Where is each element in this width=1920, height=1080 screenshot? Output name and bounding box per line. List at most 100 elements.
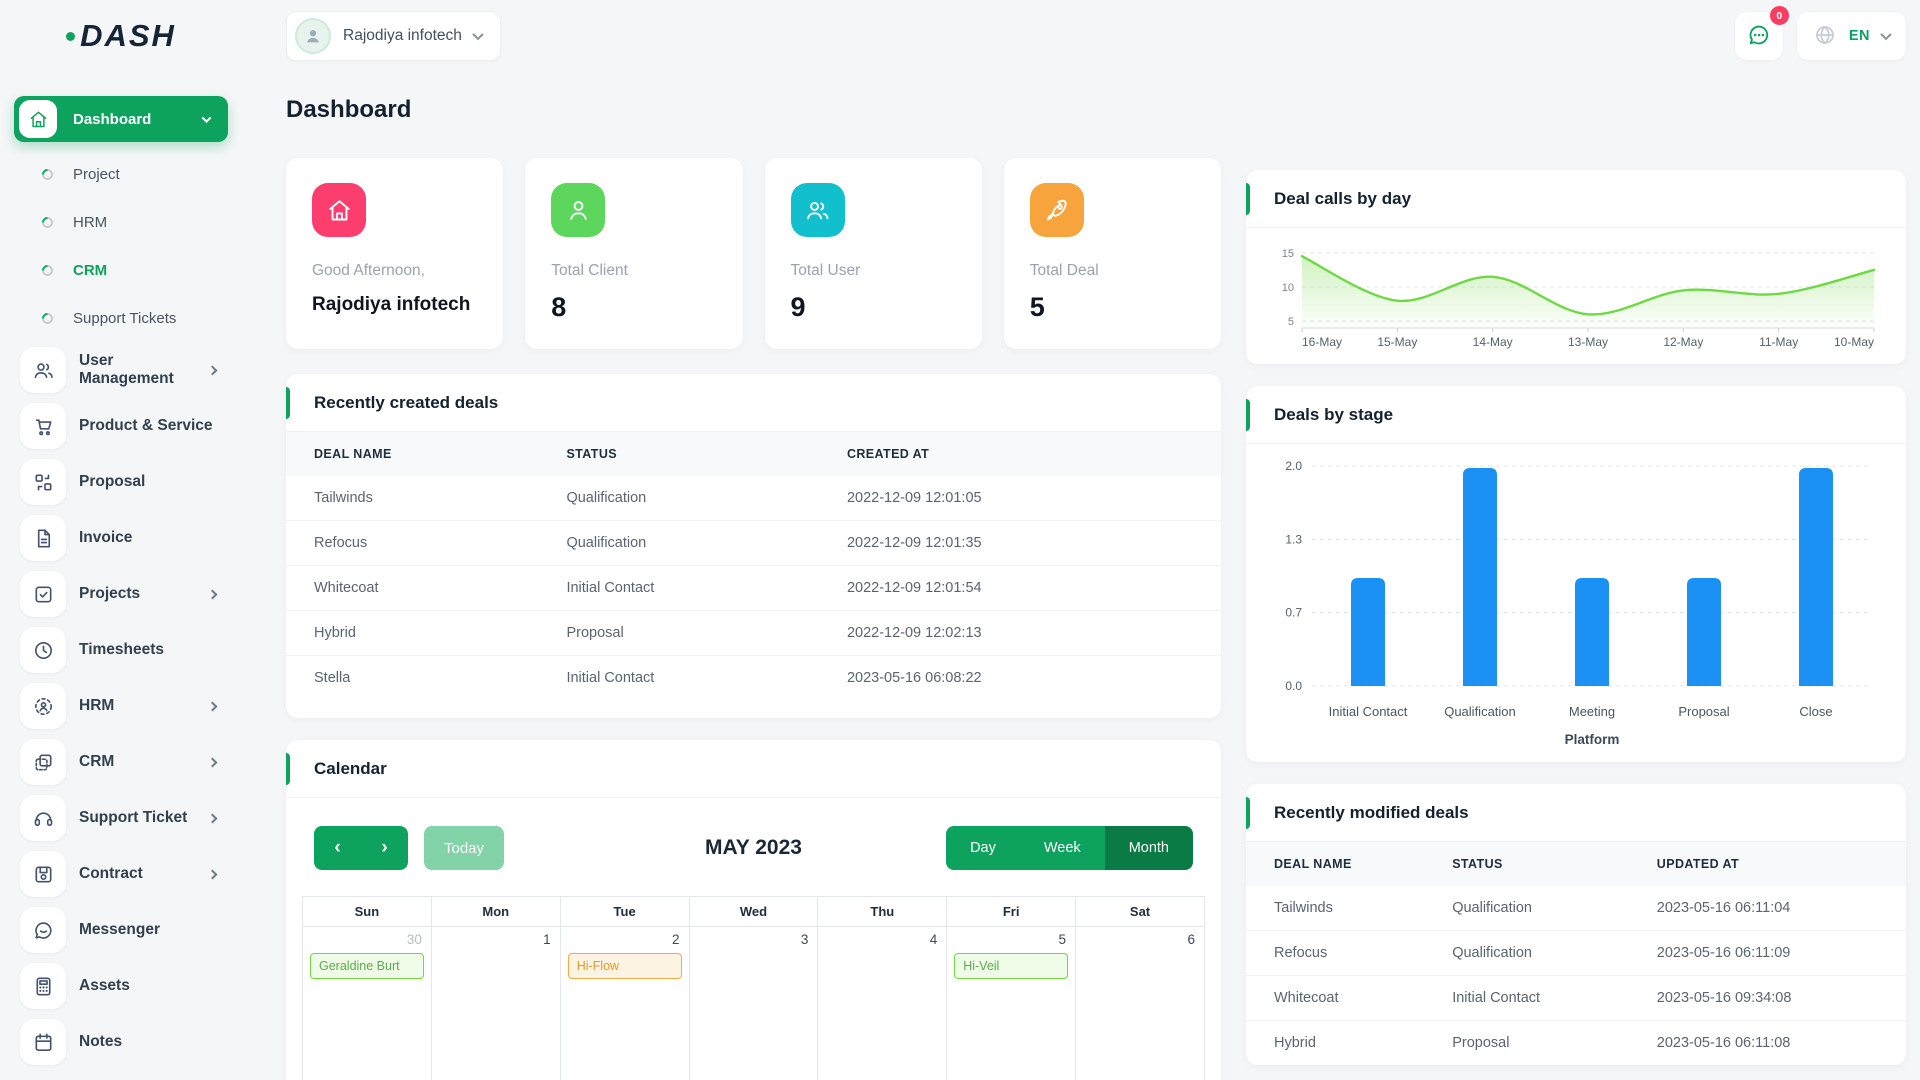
table-cell: Qualification bbox=[1424, 930, 1629, 976]
svg-text:12-May: 12-May bbox=[1663, 335, 1703, 349]
sidebar-subitem-hrm[interactable]: HRM bbox=[0, 198, 242, 246]
topbar-main: Rajodiya infotech 0 EN bbox=[242, 6, 1920, 61]
table-header-row: DEAL NAME STATUS UPDATED AT bbox=[1246, 842, 1906, 886]
svg-text:13-May: 13-May bbox=[1568, 335, 1608, 349]
calendar-icon bbox=[20, 1019, 66, 1065]
date-number: 2 bbox=[672, 932, 680, 947]
home-icon bbox=[312, 183, 366, 237]
sidebar-item-dashboard[interactable]: Dashboard bbox=[14, 96, 228, 142]
table-cell: Initial Contact bbox=[538, 655, 819, 700]
sidebar-item-user-management[interactable]: User Management bbox=[0, 342, 242, 398]
stat-card-total-client: Total Client 8 bbox=[525, 158, 743, 349]
sidebar-item-notes[interactable]: Notes bbox=[0, 1014, 242, 1070]
bullet-icon bbox=[39, 262, 56, 278]
calendar-day-cell[interactable]: 3 bbox=[688, 926, 819, 1080]
right-column: Deal calls by day 15 10 5 16-May 15-May 14-Ma… bbox=[1246, 158, 1906, 1080]
table-cell: 2023-05-16 06:11:08 bbox=[1628, 1020, 1906, 1065]
sidebar-item-label: Project bbox=[73, 165, 120, 183]
sidebar-item-label: User Management bbox=[79, 352, 174, 387]
stat-card-row: Good Afternoon, Rajodiya infotech Total Cl… bbox=[286, 158, 1221, 349]
calendar-day-cell[interactable]: 2 Hi-Flow bbox=[559, 926, 690, 1080]
section-title: Calendar bbox=[314, 758, 387, 778]
date-number: 4 bbox=[929, 932, 938, 947]
users-icon bbox=[790, 183, 845, 237]
calendar-view-week[interactable]: Week bbox=[1019, 826, 1105, 870]
calendar-day-cell[interactable]: 5 Hi-Veil bbox=[946, 926, 1077, 1080]
calendar-prev-button[interactable]: ‹ bbox=[314, 826, 361, 870]
sidebar-item-crm[interactable]: CRM bbox=[0, 734, 242, 790]
calendar-day-cell[interactable]: 30 Geraldine Burt bbox=[302, 926, 432, 1080]
sidebar-item-label: CRM bbox=[79, 753, 115, 770]
section-title: Recently created deals bbox=[314, 392, 499, 412]
calendar-view-day[interactable]: Day bbox=[946, 826, 1020, 870]
calendar-toolbar: ‹ › Today MAY 2023 Day Week Month bbox=[286, 798, 1221, 890]
calendar-day-cell[interactable]: 6 bbox=[1075, 926, 1205, 1080]
column-header: DEAL NAME bbox=[314, 447, 392, 461]
brand-logo[interactable]: DASH bbox=[66, 18, 176, 54]
table-cell: 2022-12-09 12:01:35 bbox=[818, 520, 1221, 566]
svg-text:0.0: 0.0 bbox=[1285, 679, 1302, 693]
logo-area: DASH bbox=[0, 18, 242, 54]
sidebar-item-label: Contract bbox=[79, 865, 143, 882]
bullet-icon bbox=[39, 310, 56, 326]
table-cell: Proposal bbox=[1424, 1020, 1629, 1065]
table-cell: Refocus bbox=[1246, 930, 1425, 976]
calendar-event-hi-veil[interactable]: Hi-Veil bbox=[954, 953, 1069, 979]
calendar-event-hi-flow[interactable]: Hi-Flow bbox=[567, 953, 682, 979]
card-header: Deal calls by day bbox=[1246, 170, 1906, 228]
sidebar-item-product-service[interactable]: Product & Service bbox=[0, 398, 242, 454]
sidebar-item-label: HRM bbox=[73, 213, 108, 231]
deal-calls-by-day-card: Deal calls by day 15 10 5 16-May 15-May 14-Ma… bbox=[1246, 170, 1906, 364]
table-cell: Qualification bbox=[1452, 900, 1532, 916]
calendar-day-cell[interactable]: 1 bbox=[430, 926, 561, 1080]
chevron-right-icon bbox=[207, 869, 218, 879]
calendar-today-button[interactable]: Today bbox=[424, 826, 505, 870]
sidebar-item-label: Messenger bbox=[79, 921, 160, 938]
chevron-right-icon bbox=[207, 365, 218, 375]
table-row: Whitecoat Initial Contact 2022-12-09 12:01… bbox=[286, 565, 1221, 611]
calendar-view-month[interactable]: Month bbox=[1104, 826, 1193, 870]
svg-text:2.0: 2.0 bbox=[1285, 459, 1302, 473]
chat-bubble-icon bbox=[1746, 22, 1772, 51]
language-selector[interactable]: EN bbox=[1796, 12, 1906, 60]
calendar-event-geraldine-burt[interactable]: Geraldine Burt bbox=[310, 953, 424, 979]
sidebar-subitem-project[interactable]: Project bbox=[0, 150, 242, 198]
svg-text:Initial Contact: Initial Contact bbox=[1329, 704, 1408, 719]
table-cell: Proposal bbox=[538, 610, 819, 656]
sidebar-item-label: Proposal bbox=[79, 473, 146, 490]
sidebar-item-hrm[interactable]: HRM bbox=[0, 678, 242, 734]
svg-text:15: 15 bbox=[1282, 248, 1294, 260]
sidebar-item-messenger[interactable]: Messenger bbox=[0, 902, 242, 958]
table-row: Tailwinds Qualification 2022-12-09 12:01:0… bbox=[286, 476, 1221, 521]
column-header: UPDATED AT bbox=[1656, 857, 1740, 871]
calendar-next-button[interactable]: › bbox=[361, 826, 408, 870]
card-header: Deals by stage bbox=[1246, 386, 1906, 444]
sidebar-item-label: CRM bbox=[73, 261, 108, 279]
logo-accent-dot-icon bbox=[66, 31, 76, 41]
chat-icon bbox=[20, 907, 66, 953]
company-selector[interactable]: Rajodiya infotech bbox=[286, 11, 501, 61]
sidebar-subitem-support-tickets[interactable]: Support Tickets bbox=[0, 294, 242, 342]
table-cell: Hybrid bbox=[286, 610, 539, 656]
avatar bbox=[295, 18, 331, 54]
notification-badge: 0 bbox=[1769, 6, 1789, 25]
table-cell: Tailwinds bbox=[1274, 900, 1333, 916]
sidebar-item-assets[interactable]: Assets bbox=[0, 958, 242, 1014]
section-title: Deals by stage bbox=[1274, 404, 1394, 424]
sidebar-item-projects[interactable]: Projects bbox=[0, 566, 242, 622]
sidebar-item-support-ticket[interactable]: Support Ticket bbox=[0, 790, 242, 846]
table-cell: Initial Contact bbox=[538, 565, 819, 611]
calendar-month-label: MAY 2023 bbox=[705, 836, 802, 859]
sidebar-item-proposal[interactable]: Proposal bbox=[0, 454, 242, 510]
messages-button[interactable]: 0 bbox=[1734, 6, 1789, 60]
sidebar-item-invoice[interactable]: Invoice bbox=[0, 510, 242, 566]
column-header: CREATED AT bbox=[846, 447, 930, 461]
sidebar-item-timesheets[interactable]: Timesheets bbox=[0, 622, 242, 678]
sidebar-item-contract[interactable]: Contract bbox=[0, 846, 242, 902]
table-header-row: DEAL NAME STATUS CREATED AT bbox=[286, 432, 1221, 476]
calendar-nav-group: ‹ › bbox=[314, 826, 408, 870]
calendar-day-header: Thu bbox=[817, 896, 948, 927]
headset-icon bbox=[20, 795, 66, 841]
sidebar-subitem-crm[interactable]: CRM bbox=[0, 246, 242, 294]
calendar-day-cell[interactable]: 4 bbox=[817, 926, 948, 1080]
